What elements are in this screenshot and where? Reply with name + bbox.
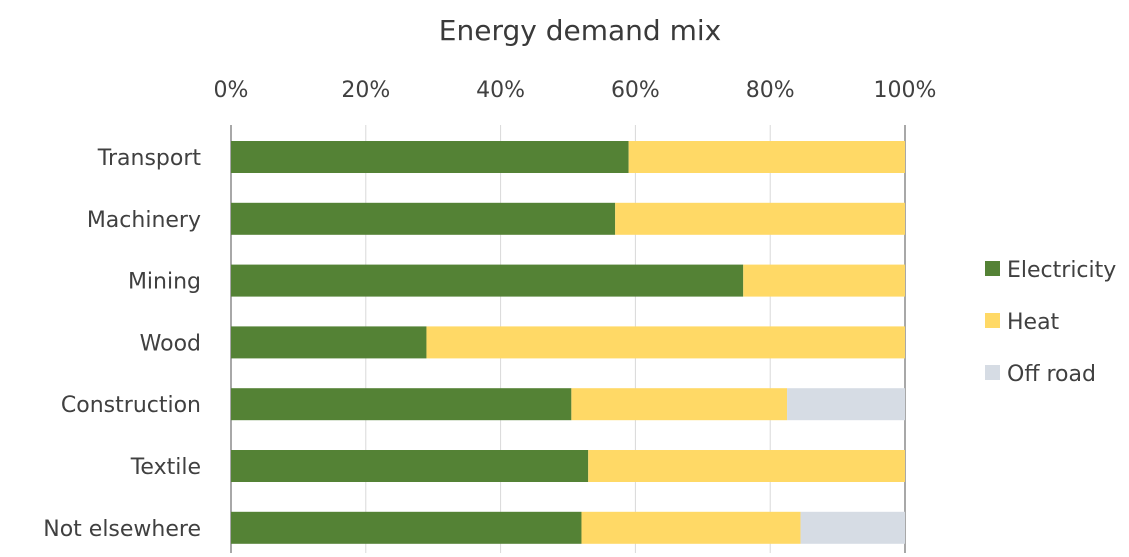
category-label: Textile	[130, 455, 201, 480]
x-tick-label: 80%	[746, 78, 795, 103]
legend-item-heat: Heat	[985, 310, 1060, 335]
legend-swatch	[985, 313, 1000, 328]
legend-item-electricity: Electricity	[985, 258, 1116, 283]
bar-textile-electricity	[231, 450, 589, 482]
legend-label: Electricity	[1007, 258, 1116, 283]
category-label: Transport	[97, 146, 202, 171]
bar-not-elsewhere-electricity	[231, 511, 582, 544]
legend: Electricity Heat Off road	[985, 258, 1116, 387]
x-tick-label: 100%	[874, 78, 937, 103]
x-tick-label: 20%	[341, 78, 390, 103]
category-label: Mining	[128, 270, 201, 295]
bar-not-elsewhere-off-road	[800, 511, 905, 544]
category-label: Wood	[140, 331, 201, 356]
bar-wood-heat	[426, 326, 905, 359]
bar-wood-electricity	[231, 326, 427, 359]
category-label: Construction	[61, 393, 201, 418]
bar-not-elsewhere-heat	[581, 511, 801, 544]
legend-swatch	[985, 261, 1000, 276]
category-label: Not elsewhere	[43, 517, 201, 542]
bar-mining-heat	[743, 264, 905, 297]
legend-label: Off road	[1007, 362, 1096, 387]
bars	[231, 141, 905, 544]
bar-mining-electricity	[231, 264, 744, 297]
bar-transport-heat	[628, 141, 905, 173]
x-axis-ticks: 0% 20% 40% 60% 80% 100%	[214, 78, 937, 103]
x-tick-label: 0%	[214, 78, 249, 103]
legend-item-off-road: Off road	[985, 362, 1096, 387]
bar-textile-heat	[588, 450, 905, 482]
bar-machinery-heat	[615, 202, 905, 235]
x-tick-label: 60%	[611, 78, 660, 103]
legend-label: Heat	[1007, 310, 1060, 335]
chart-title: Energy demand mix	[439, 14, 721, 47]
bar-construction-electricity	[231, 388, 572, 421]
bar-machinery-electricity	[231, 202, 616, 235]
category-labels: Transport Machinery Mining Wood Construction…	[43, 146, 201, 542]
x-tick-label: 40%	[476, 78, 525, 103]
bar-transport-electricity	[231, 141, 629, 173]
bar-construction-heat	[571, 388, 788, 421]
bar-construction-off-road	[787, 388, 905, 421]
legend-swatch	[985, 365, 1000, 380]
category-label: Machinery	[87, 208, 201, 233]
